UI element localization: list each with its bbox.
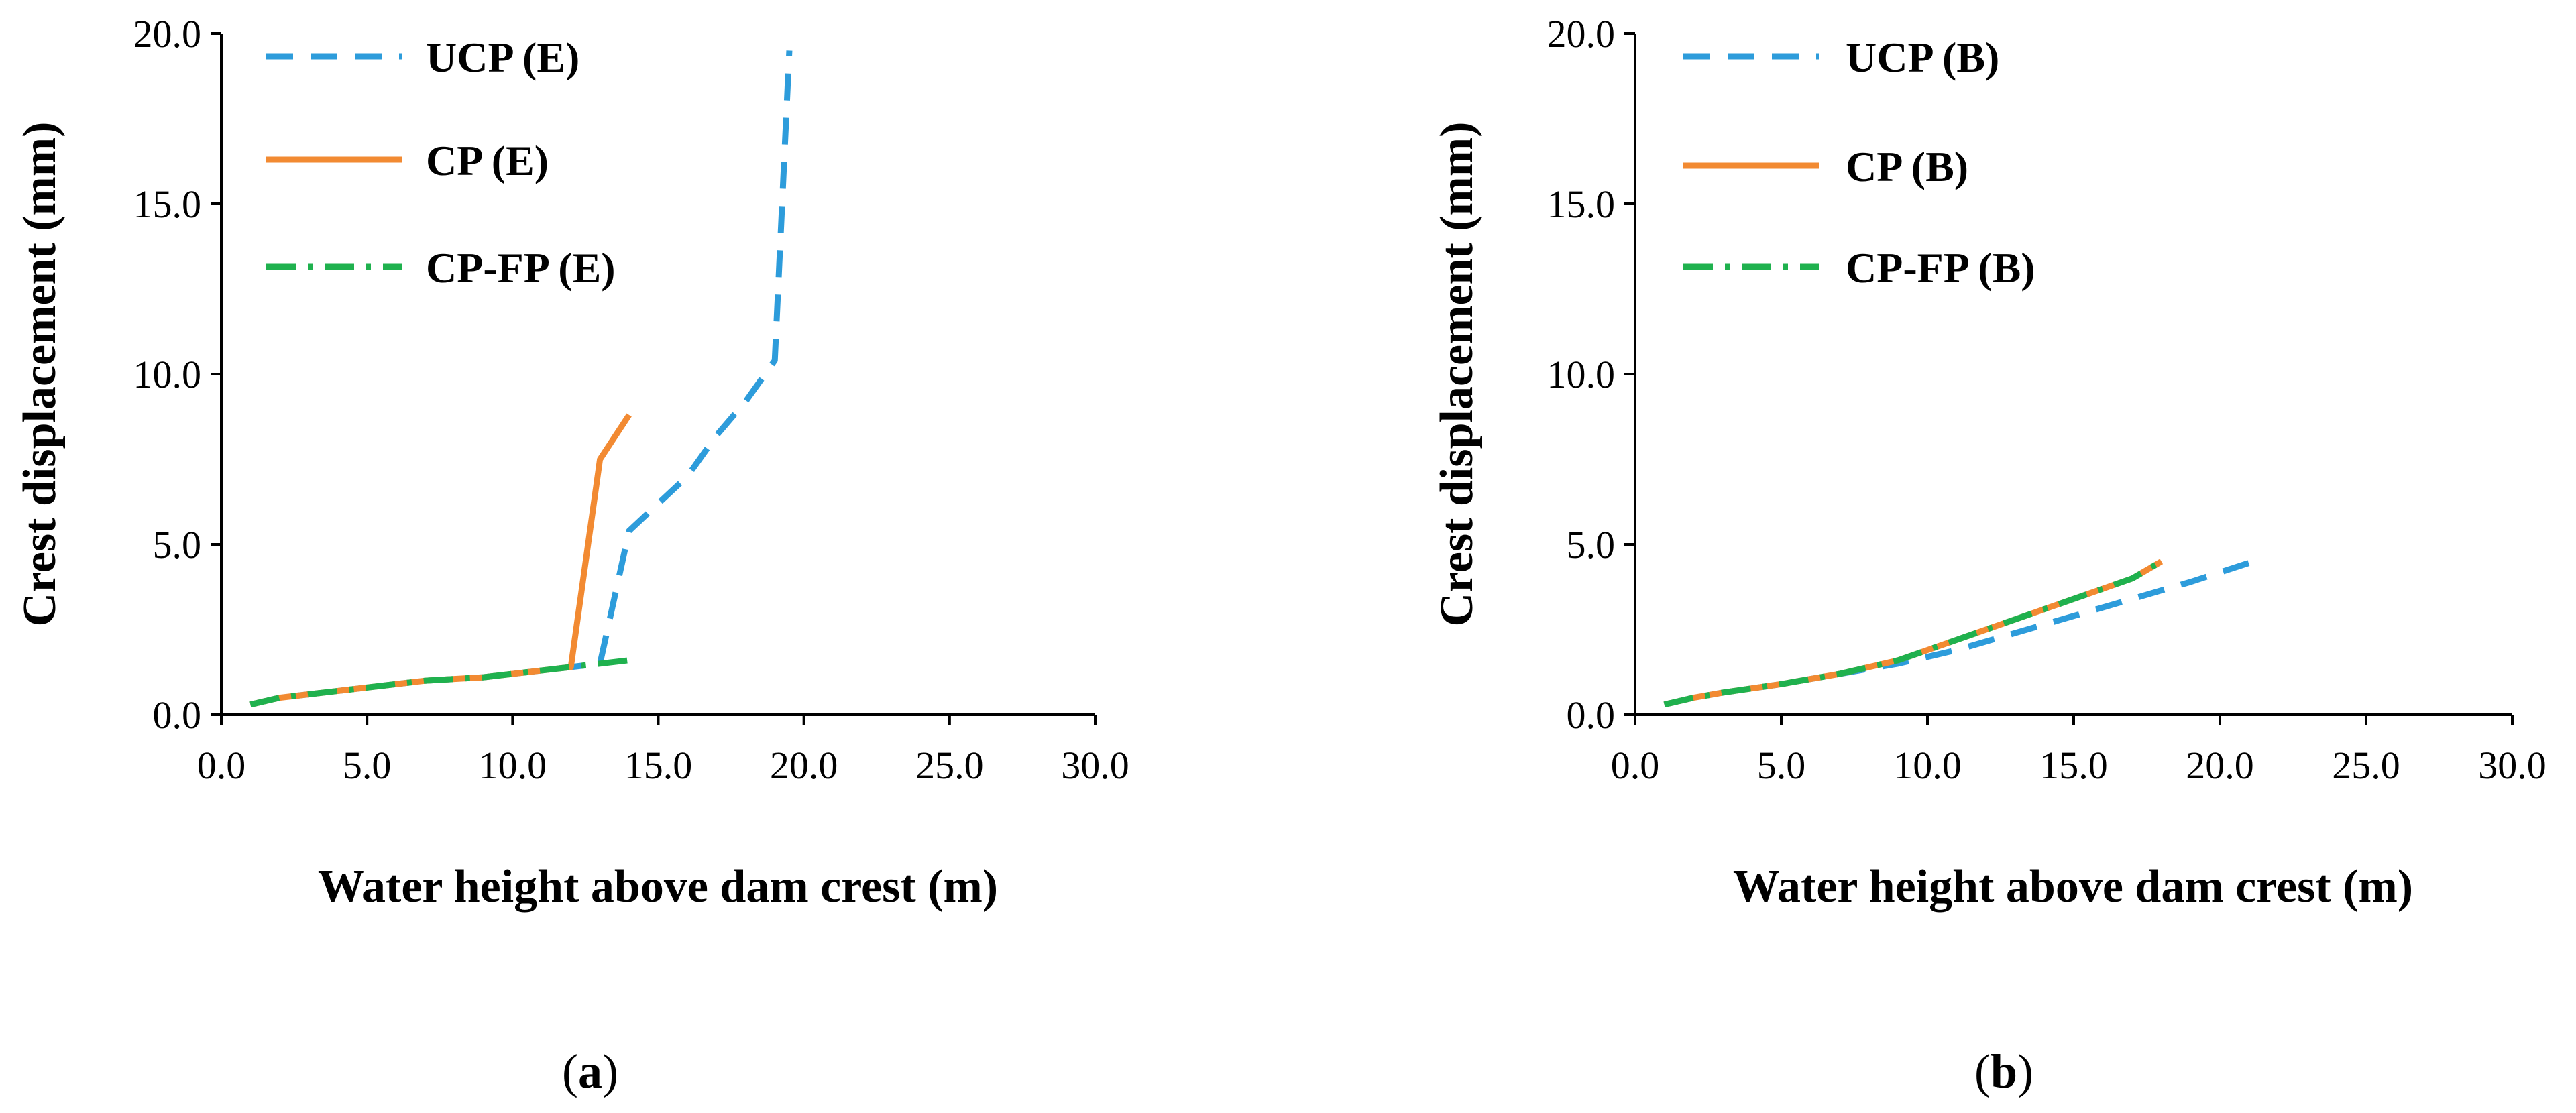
- series-line-ucp-b: [1663, 555, 2265, 708]
- series-line-cp-b: [1663, 559, 2164, 708]
- y-tick-label: 10.0: [133, 353, 202, 396]
- x-ticks: 0.0 5.0 10.0 15.0 20.0 25.0 30.0: [197, 715, 1129, 787]
- x-tick-label: 30.0: [2478, 744, 2546, 787]
- chart-panel-b: 0.0 5.0 10.0 15.0 20.0 25.0 30.0 0.0 5.0 10.0 15.…: [1431, 12, 2546, 1098]
- y-ticks: 0.0 5.0 10.0 15.0 20.0: [133, 12, 221, 737]
- caption-close: ): [602, 1045, 618, 1098]
- legend-label-cp-b: CP (B): [1846, 143, 1968, 190]
- y-tick-label: 10.0: [1547, 353, 1616, 396]
- x-tick-label: 30.0: [1061, 744, 1129, 787]
- y-tick-label: 0.0: [1567, 693, 1616, 737]
- caption-open: (: [1974, 1045, 1991, 1098]
- x-tick-label: 25.0: [915, 744, 984, 787]
- series-line-cp-fp-e: [249, 657, 630, 708]
- x-tick-label: 20.0: [2186, 744, 2254, 787]
- y-tick-label: 20.0: [1547, 12, 1616, 56]
- series-layer: [249, 50, 793, 708]
- legend-label-cp-e: CP (E): [426, 137, 549, 184]
- x-tick-label: 10.0: [479, 744, 547, 787]
- x-tick-label: 25.0: [2332, 744, 2400, 787]
- x-tick-label: 10.0: [1893, 744, 1962, 787]
- x-tick-label: 5.0: [1757, 744, 1806, 787]
- y-axis-title: Crest displacement (mm): [1431, 122, 1483, 627]
- legend: UCP (B) CP (B) CP-FP (B): [1683, 34, 2035, 292]
- x-tick-label: 15.0: [624, 744, 693, 787]
- series-line-cp-e: [249, 413, 632, 708]
- x-axis-title: Water height above dam crest (m): [318, 861, 998, 913]
- y-tick-label: 5.0: [153, 523, 202, 567]
- legend-label-cp-fp-e: CP-FP (E): [426, 244, 616, 292]
- x-tick-label: 20.0: [770, 744, 838, 787]
- y-tick-label: 15.0: [1547, 182, 1616, 226]
- x-tick-label: 15.0: [2039, 744, 2108, 787]
- caption-open: (: [562, 1045, 578, 1098]
- caption-close: ): [2017, 1045, 2033, 1098]
- panel-caption-b: (b): [1974, 1045, 2033, 1098]
- legend-label-ucp-b: UCP (B): [1846, 34, 1999, 81]
- y-tick-label: 0.0: [153, 693, 202, 737]
- legend: UCP (E) CP (E) CP-FP (E): [266, 34, 616, 292]
- series-line-cp-fp-b: [1663, 559, 2164, 708]
- y-tick-label: 15.0: [133, 182, 202, 226]
- legend-label-cp-fp-b: CP-FP (B): [1846, 244, 2035, 292]
- y-tick-label: 20.0: [133, 12, 202, 56]
- y-ticks: 0.0 5.0 10.0 15.0 20.0: [1547, 12, 1635, 737]
- x-axis-title: Water height above dam crest (m): [1733, 861, 2413, 913]
- y-tick-label: 5.0: [1567, 523, 1616, 567]
- caption-letter: b: [1991, 1045, 2017, 1098]
- x-tick-label: 0.0: [197, 744, 246, 787]
- series-layer: [1663, 555, 2265, 708]
- x-tick-label: 0.0: [1611, 744, 1660, 787]
- legend-label-ucp-e: UCP (E): [426, 34, 579, 81]
- x-ticks: 0.0 5.0 10.0 15.0 20.0 25.0 30.0: [1611, 715, 2546, 787]
- panel-caption-a: (a): [562, 1045, 618, 1098]
- x-tick-label: 5.0: [343, 744, 392, 787]
- y-axis-title: Crest displacement (mm): [14, 122, 66, 627]
- chart-panel-a: 0.0 5.0 10.0 15.0 20.0 25.0 30.0 0.0 5.0 10.0 15.…: [14, 12, 1129, 1098]
- caption-letter: a: [578, 1045, 602, 1098]
